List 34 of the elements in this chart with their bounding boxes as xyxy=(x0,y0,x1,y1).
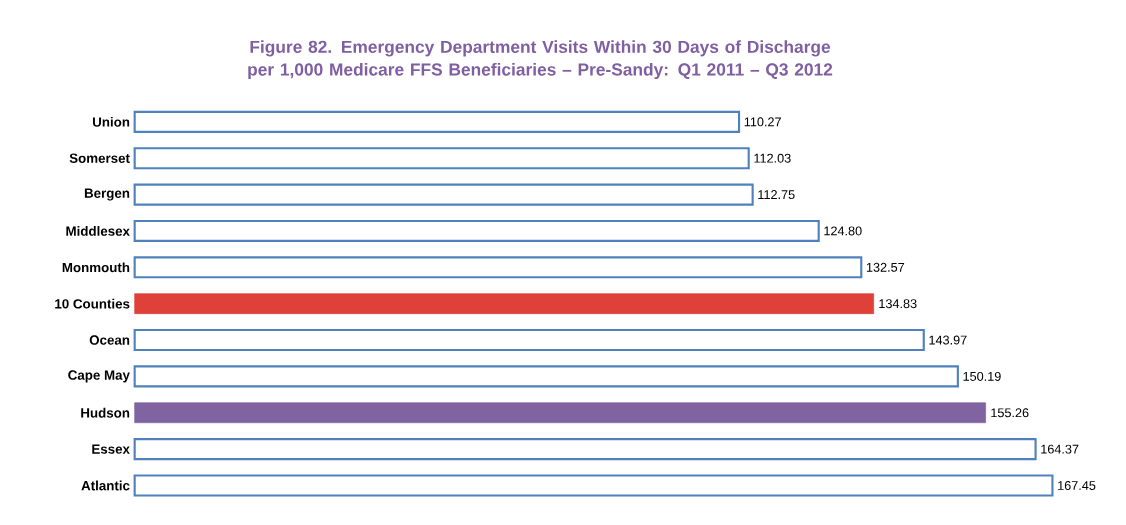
chart-title: Figure 82. Emergency Department Visits Within 30 Days of Discharge per 1,000 Medicare FFS Beneficiaries – Pre-Sandy: Q1 2011 – Q3 2012 xyxy=(248,40,833,80)
bar xyxy=(133,474,1054,497)
y-tick-label: Bergen xyxy=(84,188,130,201)
data-label: 112.03 xyxy=(754,153,791,163)
data-label: 155.26 xyxy=(991,408,1029,418)
y-tick-label: Middlesex xyxy=(66,226,130,236)
bar xyxy=(133,256,863,279)
y-tick-label: Hudson xyxy=(81,407,130,418)
data-label: 112.75 xyxy=(758,190,795,200)
y-tick-label: 10 Counties xyxy=(55,298,130,309)
y-tick-label: Atlantic xyxy=(81,480,130,491)
data-label: 167.45 xyxy=(1058,481,1096,490)
bar xyxy=(134,402,986,424)
y-tick-label: Somerset xyxy=(69,153,130,163)
data-label: 110.27 xyxy=(744,117,781,127)
bar xyxy=(133,328,925,352)
bar xyxy=(133,219,820,243)
bar xyxy=(133,438,1037,461)
y-tick-label: Cape May xyxy=(68,370,130,383)
bar xyxy=(133,147,750,170)
bar xyxy=(133,183,754,206)
y-tick-label: Union xyxy=(92,116,130,127)
bar xyxy=(133,365,959,388)
data-label: 143.97 xyxy=(929,335,967,345)
bar xyxy=(133,110,741,133)
data-label: 124.80 xyxy=(824,226,862,236)
y-tick-label: Ocean xyxy=(89,335,130,345)
data-label: 134.83 xyxy=(879,299,917,309)
data-label: 132.57 xyxy=(866,262,905,272)
bar xyxy=(134,293,874,315)
data-label: 150.19 xyxy=(963,371,1001,381)
data-label: 164.37 xyxy=(1041,444,1079,454)
y-tick-label: Monmouth xyxy=(62,262,130,273)
y-tick-label: Essex xyxy=(92,444,130,454)
